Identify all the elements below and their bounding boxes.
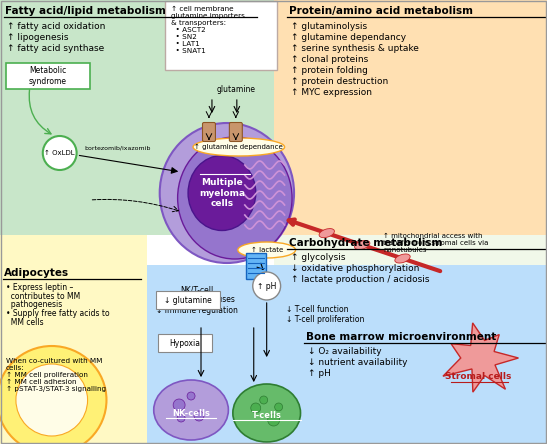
Ellipse shape [154, 380, 228, 440]
Text: ↑ MYC expression: ↑ MYC expression [290, 88, 372, 97]
Ellipse shape [355, 241, 370, 250]
Text: ↑ OxLDL: ↑ OxLDL [45, 150, 75, 156]
Ellipse shape [238, 242, 295, 258]
FancyBboxPatch shape [202, 123, 216, 142]
Text: Metabolic
syndrome: Metabolic syndrome [29, 66, 67, 86]
Text: ↑ glycolysis: ↑ glycolysis [290, 253, 345, 262]
FancyBboxPatch shape [229, 123, 243, 142]
Bar [0, 0, 274, 235]
FancyBboxPatch shape [6, 63, 90, 89]
Text: ↑ lactate: ↑ lactate [251, 247, 283, 253]
Text: ↑ mitochondrial access with
transfer from stromal cells via
nanotubules: ↑ mitochondrial access with transfer fro… [383, 233, 488, 253]
Bar [274, 235, 547, 340]
Text: When co-cultured with MM
cells:
↑ MM cell proliferation
↑ MM cell adhesion
↑ pST: When co-cultured with MM cells: ↑ MM cel… [6, 358, 106, 392]
Polygon shape [443, 323, 519, 392]
Ellipse shape [178, 137, 292, 259]
Text: ↑ pH: ↑ pH [257, 281, 276, 290]
Circle shape [16, 364, 87, 436]
FancyBboxPatch shape [165, 1, 277, 70]
Circle shape [43, 136, 76, 170]
Text: ↑ glutamine dependancy: ↑ glutamine dependancy [290, 33, 406, 42]
Text: Adipocytes: Adipocytes [4, 268, 69, 278]
Text: pathogenesis: pathogenesis [6, 300, 62, 309]
Circle shape [187, 392, 195, 400]
Ellipse shape [319, 229, 334, 238]
Circle shape [253, 272, 280, 300]
Text: Multiple
myeloma
cells: Multiple myeloma cells [199, 178, 245, 208]
Ellipse shape [193, 138, 284, 156]
Ellipse shape [188, 155, 256, 230]
Text: ↑ protein destruction: ↑ protein destruction [290, 77, 388, 86]
Circle shape [173, 399, 185, 411]
Circle shape [260, 396, 268, 404]
Text: ↑ protein folding: ↑ protein folding [290, 66, 367, 75]
Text: ↑ fatty acid synthase: ↑ fatty acid synthase [7, 44, 104, 53]
Text: ↓ glutamine: ↓ glutamine [164, 296, 212, 305]
Text: Carbohydrate metabolism: Carbohydrate metabolism [289, 238, 442, 248]
Text: ↓ O₂ availability: ↓ O₂ availability [309, 347, 382, 356]
Text: Fatty acid/lipid metabolism: Fatty acid/lipid metabolism [5, 6, 166, 16]
Text: ↑ clonal proteins: ↑ clonal proteins [290, 55, 368, 64]
Text: ↓ oxidative phosphorylation: ↓ oxidative phosphorylation [290, 264, 419, 273]
Bar [0, 265, 144, 444]
Text: ↑ glutamine dependance: ↑ glutamine dependance [195, 144, 283, 150]
Text: ↑ serine synthesis & uptake: ↑ serine synthesis & uptake [290, 44, 419, 53]
Text: bortezomib/ixazomib: bortezomib/ixazomib [84, 146, 151, 151]
Text: MM cells: MM cells [6, 318, 43, 327]
Bar [274, 0, 547, 235]
Text: ↓ T-cell function
↓ T-cell proliferation: ↓ T-cell function ↓ T-cell proliferation [285, 305, 364, 325]
Text: • Supply free fatty acids to: • Supply free fatty acids to [6, 309, 109, 318]
Circle shape [177, 414, 185, 422]
Text: NK/T-cell
suppression causes
↓ immune regulation: NK/T-cell suppression causes ↓ immune re… [156, 285, 238, 315]
Text: ↑ pH: ↑ pH [309, 369, 331, 378]
Text: ↑ lactate production / acidosis: ↑ lactate production / acidosis [290, 275, 429, 284]
Ellipse shape [233, 384, 300, 442]
Ellipse shape [160, 123, 294, 263]
Text: ↓ nutrient availability: ↓ nutrient availability [309, 358, 408, 367]
Text: ↑ lipogenesis: ↑ lipogenesis [7, 33, 68, 42]
FancyBboxPatch shape [156, 291, 220, 309]
Bar [0, 235, 147, 444]
Text: Bone marrow microenvironment: Bone marrow microenvironment [306, 332, 497, 342]
Text: glutamine: glutamine [216, 86, 255, 95]
Circle shape [251, 403, 261, 413]
Ellipse shape [395, 254, 410, 263]
Circle shape [268, 414, 279, 426]
Text: ↑ cell membrane
glutamine importers
& transporters:
  • ASCT2
  • SN2
  • LAT1
 : ↑ cell membrane glutamine importers & tr… [171, 6, 245, 54]
Text: NK-cells: NK-cells [172, 408, 210, 417]
Text: • Express leptin –: • Express leptin – [6, 283, 73, 292]
Text: Hypoxia: Hypoxia [169, 338, 201, 348]
Text: ↑ glutaminolysis: ↑ glutaminolysis [290, 22, 367, 31]
Text: contributes to MM: contributes to MM [6, 292, 80, 301]
Text: T-cells: T-cells [252, 411, 282, 420]
Bar [144, 265, 547, 444]
FancyBboxPatch shape [158, 334, 212, 352]
Text: Protein/amino acid metabolism: Protein/amino acid metabolism [289, 6, 472, 16]
Ellipse shape [0, 346, 107, 444]
Circle shape [194, 411, 204, 421]
Text: Stromal cells: Stromal cells [446, 372, 512, 381]
FancyBboxPatch shape [246, 253, 266, 279]
Circle shape [274, 403, 283, 411]
Text: ↑ fatty acid oxidation: ↑ fatty acid oxidation [7, 22, 106, 31]
